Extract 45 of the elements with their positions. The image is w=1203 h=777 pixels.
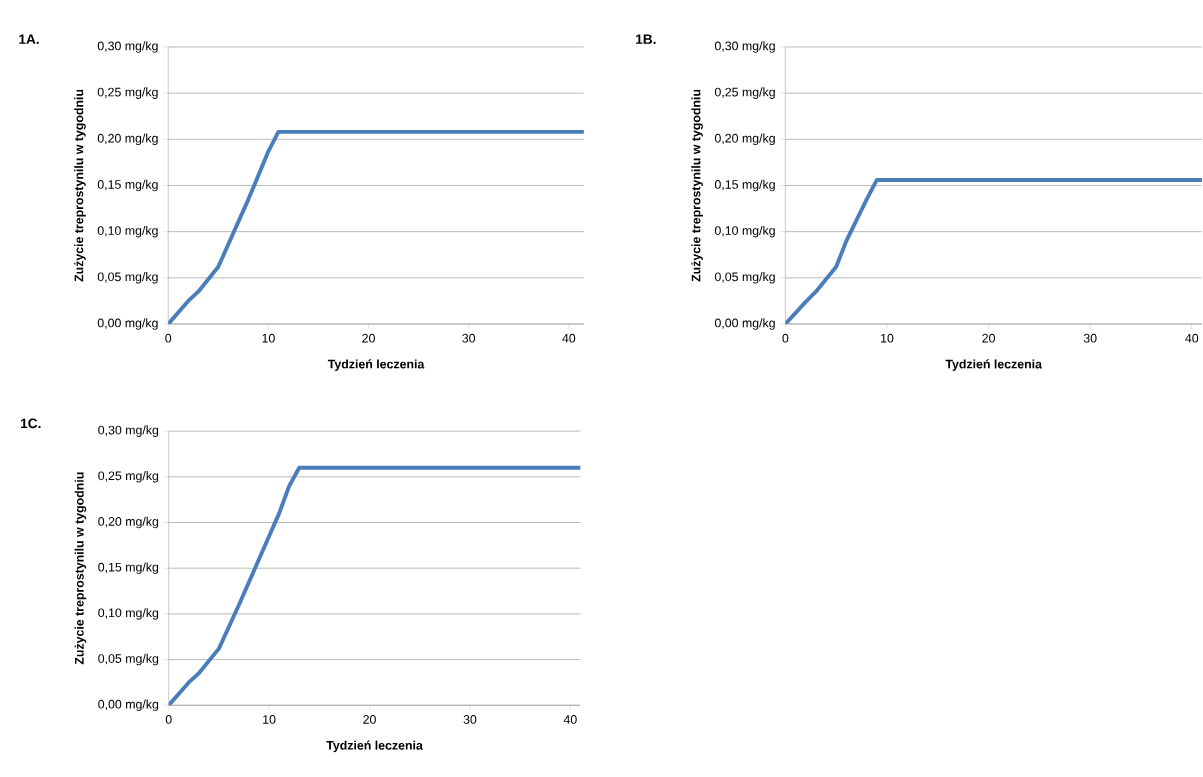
x-axis-title: Tydzień leczenia bbox=[327, 359, 425, 372]
x-tick-label: 30 bbox=[462, 334, 476, 343]
y-tick-label: 0,25 mg/kg bbox=[98, 471, 159, 483]
x-tick-label: 10 bbox=[881, 334, 894, 343]
y-tick-label: 0,30 mg/kg bbox=[97, 41, 158, 53]
x-tick-label: 30 bbox=[463, 715, 477, 725]
y-tick-label: 0,25 mg/kg bbox=[714, 87, 775, 100]
x-tick-label: 20 bbox=[982, 334, 995, 343]
y-tick-label: 0,20 mg/kg bbox=[98, 516, 159, 529]
y-tick-label: 0,15 mg/kg bbox=[97, 179, 158, 192]
x-tick-label: 0 bbox=[165, 715, 172, 725]
x-tick-label: 40 bbox=[1185, 334, 1199, 343]
x-tick-label: 20 bbox=[362, 334, 375, 343]
y-axis-title: Zużycie treprostynilu w tygodniu bbox=[74, 472, 87, 665]
y-tick-label: 0,00 mg/kg bbox=[97, 318, 158, 330]
y-tick-label: 0,15 mg/kg bbox=[98, 562, 159, 575]
y-tick-label: 0,15 mg/kg bbox=[714, 179, 775, 192]
text: 1A. bbox=[19, 34, 39, 45]
y-tick-label: 0,20 mg/kg bbox=[714, 133, 775, 146]
text: 1B. bbox=[636, 34, 656, 45]
y-tick-label: 0,05 mg/kg bbox=[714, 272, 775, 284]
x-axis-title: Tydzień leczenia bbox=[326, 740, 423, 753]
x-tick-label: 40 bbox=[562, 334, 576, 343]
y-tick-label: 0,30 mg/kg bbox=[714, 41, 775, 53]
y-tick-label: 0,10 mg/kg bbox=[98, 608, 159, 620]
y-tick-label: 0,25 mg/kg bbox=[97, 87, 158, 100]
x-tick-label: 10 bbox=[262, 334, 275, 343]
y-axis-title: Zużycie treprostynilu w tygodniu bbox=[691, 90, 703, 282]
y-tick-label: 0,00 mg/kg bbox=[98, 699, 159, 712]
y-tick-label: 0,00 mg/kg bbox=[714, 318, 775, 330]
x-tick-label: 10 bbox=[263, 715, 276, 725]
y-tick-label: 0,10 mg/kg bbox=[714, 226, 775, 238]
x-axis-title: Tydzień leczenia bbox=[945, 359, 1043, 372]
x-tick-label: 30 bbox=[1083, 334, 1097, 343]
y-tick-label: 0,30 mg/kg bbox=[98, 425, 159, 438]
y-tick-label: 0,05 mg/kg bbox=[98, 654, 159, 666]
x-tick-label: 40 bbox=[563, 715, 577, 725]
y-tick-label: 0,05 mg/kg bbox=[97, 272, 158, 284]
x-tick-label: 20 bbox=[363, 715, 376, 725]
text: 1C. bbox=[21, 418, 41, 429]
y-axis-title: Zużycie treprostynilu w tygodniu bbox=[74, 90, 86, 282]
y-tick-label: 0,20 mg/kg bbox=[97, 133, 158, 146]
x-tick-label: 0 bbox=[782, 334, 789, 343]
y-tick-label: 0,10 mg/kg bbox=[97, 226, 158, 238]
x-tick-label: 0 bbox=[165, 334, 172, 343]
